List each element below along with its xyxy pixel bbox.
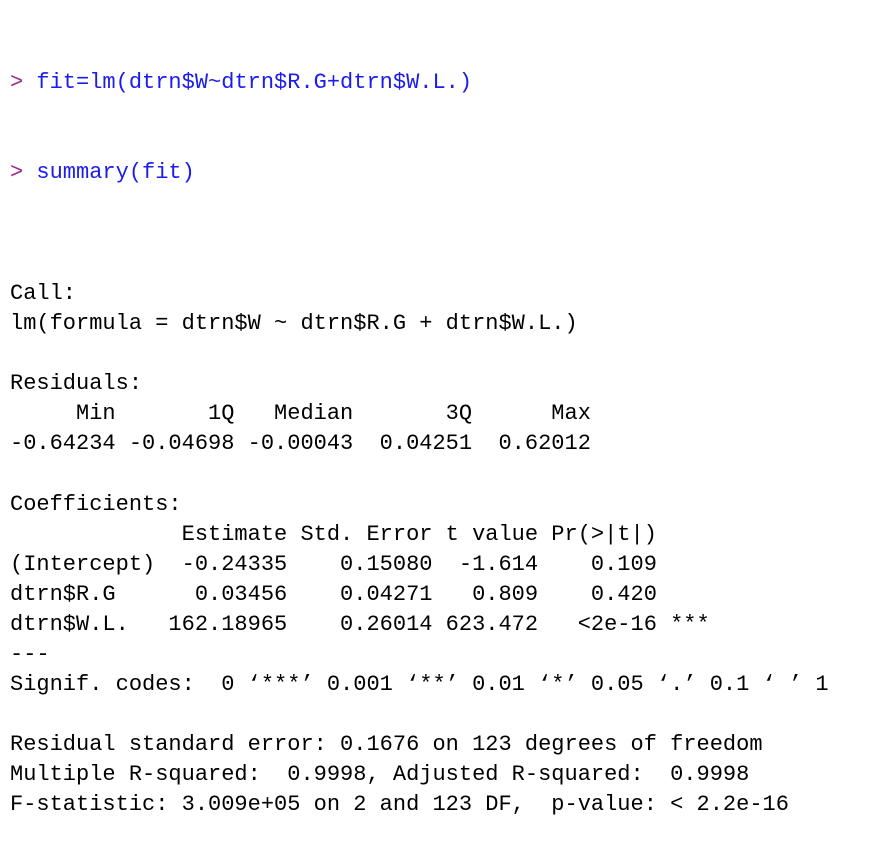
output-line: dtrn$R.G 0.03456 0.04271 0.809 0.420 xyxy=(10,581,710,607)
command-text: summary(fit) xyxy=(36,160,195,186)
output-line: (Intercept) -0.24335 0.15080 -1.614 0.10… xyxy=(10,551,710,577)
output-line: dtrn$W.L. 162.18965 0.26014 623.472 <2e-… xyxy=(10,611,710,637)
output-line xyxy=(10,700,829,730)
summary-output: Call: lm(formula = dtrn$W ~ dtrn$R.G + dt… xyxy=(10,249,829,821)
command-line: > fit=lm(dtrn$W~dtrn$R.G+dtrn$W.L.) xyxy=(10,68,829,98)
prompt-symbol: > xyxy=(10,70,24,96)
output-line: Coefficients: xyxy=(10,491,182,517)
output-line: Multiple R-squared: 0.9998, Adjusted R-s… xyxy=(10,762,763,788)
r-console[interactable]: > fit=lm(dtrn$W~dtrn$R.G+dtrn$W.L.) > su… xyxy=(10,8,829,851)
output-line: Residual standard error: 0.1676 on 123 d… xyxy=(10,732,763,758)
output-line: -0.64234 -0.04698 -0.00043 0.04251 0.620… xyxy=(10,431,605,457)
output-line xyxy=(10,459,829,489)
prompt-symbol: > xyxy=(10,160,24,186)
output-line xyxy=(10,249,829,279)
command-text: fit=lm(dtrn$W~dtrn$R.G+dtrn$W.L.) xyxy=(36,70,473,96)
output-line: Residuals: xyxy=(10,371,143,397)
output-line: Signif. codes: 0 ‘***’ 0.001 ‘**’ 0.01 ‘… xyxy=(10,672,829,698)
output-line: lm(formula = dtrn$W ~ dtrn$R.G + dtrn$W.… xyxy=(10,310,578,336)
output-line: Estimate Std. Error t value Pr(>|t|) xyxy=(10,521,710,547)
output-line: Min 1Q Median 3Q Max xyxy=(10,401,605,427)
command-line: > summary(fit) xyxy=(10,158,829,188)
output-line xyxy=(10,339,829,369)
output-line: F-statistic: 3.009e+05 on 2 and 123 DF, … xyxy=(10,792,789,818)
output-line: Call: xyxy=(10,280,77,306)
output-line: --- xyxy=(10,641,50,667)
